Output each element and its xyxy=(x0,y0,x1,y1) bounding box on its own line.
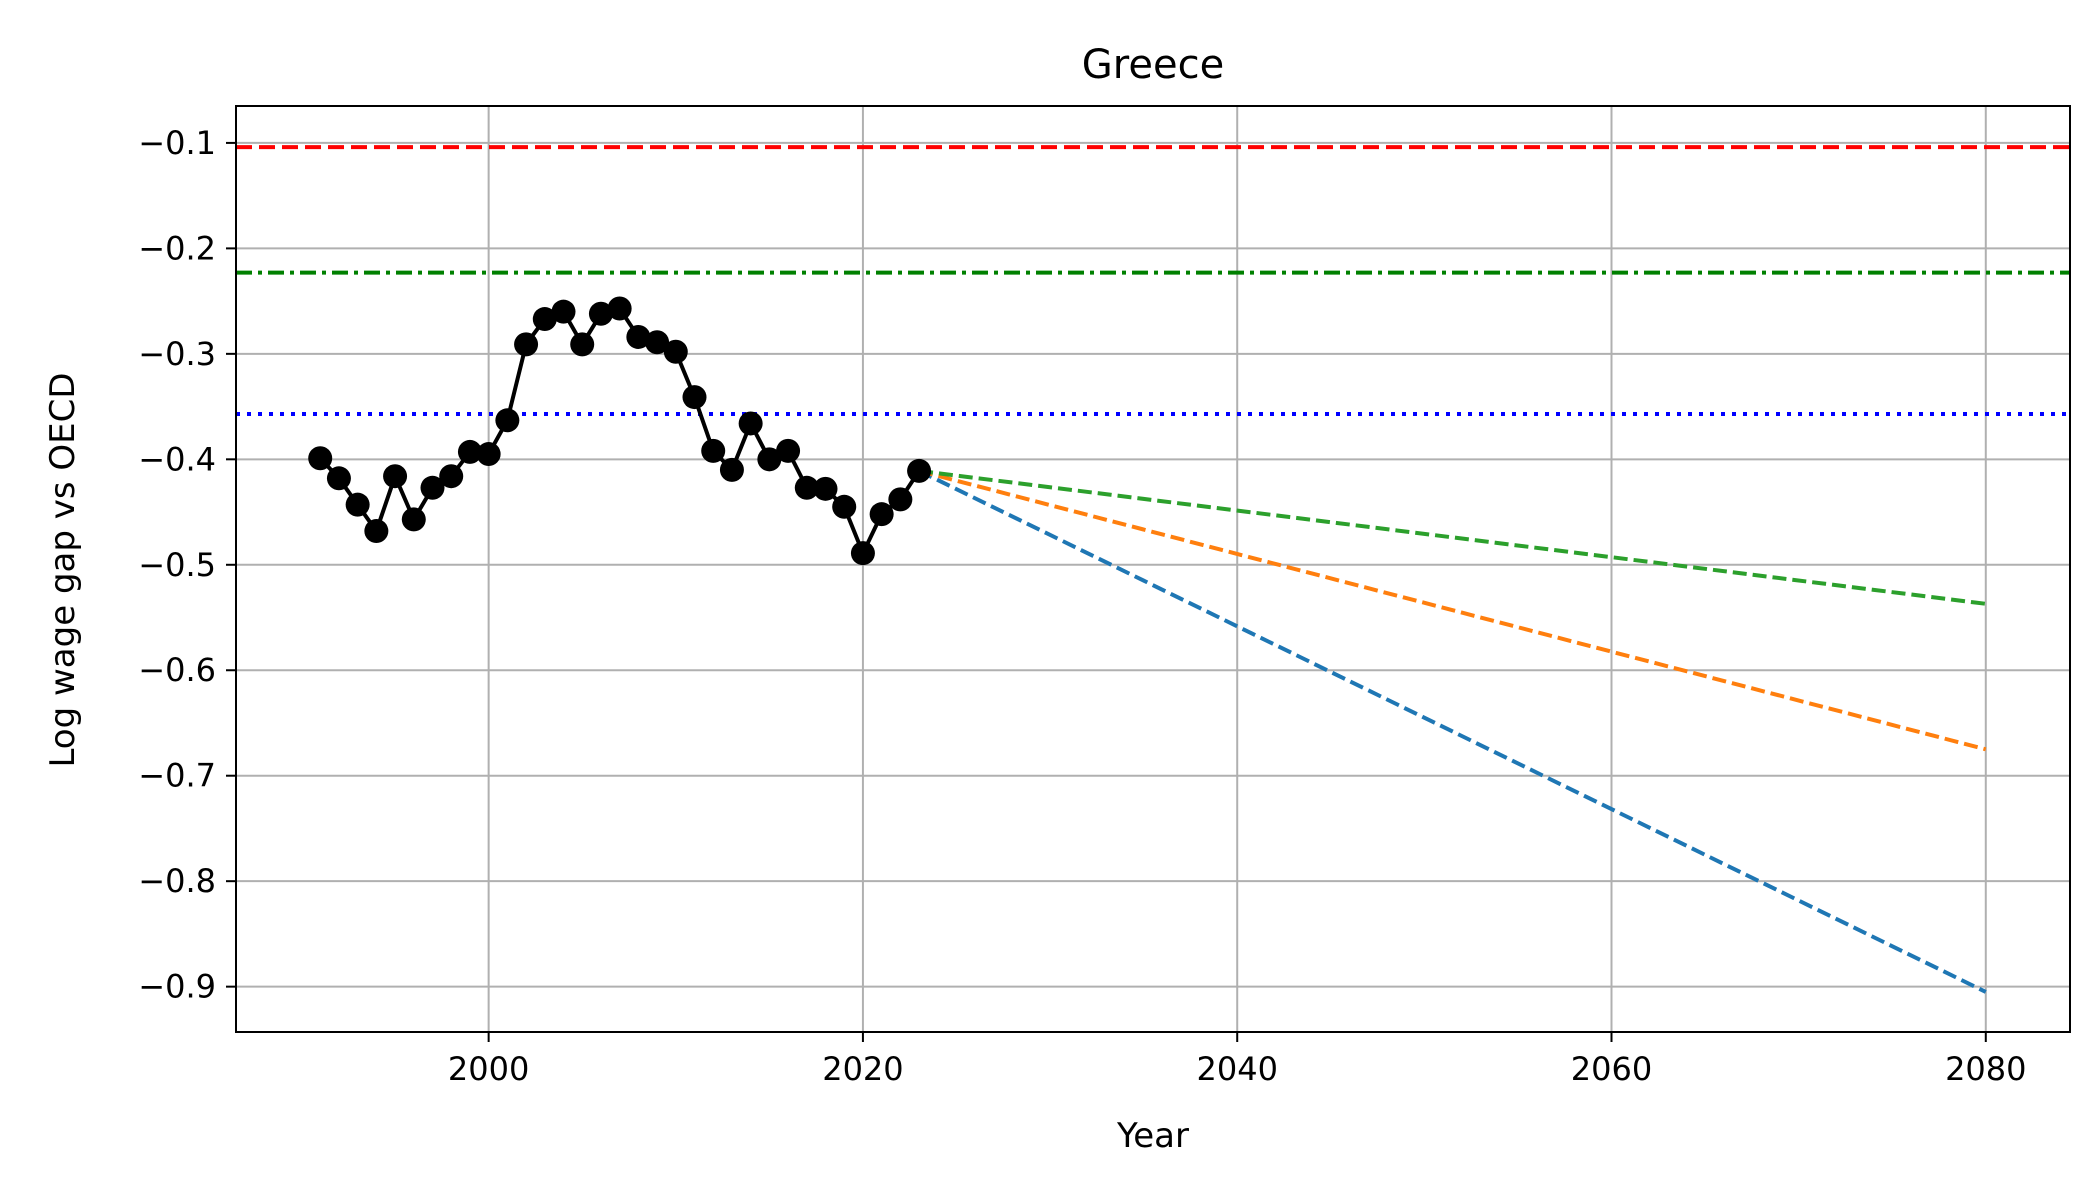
projection-line xyxy=(918,468,1987,752)
data-point xyxy=(645,330,670,355)
data-point xyxy=(719,457,744,482)
data-point xyxy=(850,541,875,566)
grid xyxy=(236,106,2070,1032)
y-tick-label: −0.8 xyxy=(138,862,216,900)
x-tick-label: 2060 xyxy=(1571,1050,1652,1088)
projection-line xyxy=(918,469,1987,994)
data-point xyxy=(663,339,688,364)
data-point xyxy=(457,439,482,464)
data-point xyxy=(326,466,351,491)
data-point xyxy=(738,411,763,436)
projection-lines xyxy=(918,468,1987,994)
x-axis-ticks: 2000 2020 2040 2060 2080 xyxy=(448,1032,2027,1088)
data-point xyxy=(682,385,707,410)
data-point xyxy=(888,487,913,512)
data-point xyxy=(607,296,632,321)
data-point xyxy=(420,475,445,500)
data-point xyxy=(345,492,370,517)
data-point xyxy=(514,332,539,357)
x-tick-label: 2000 xyxy=(448,1050,529,1088)
data-point xyxy=(570,332,595,357)
y-tick-label: −0.3 xyxy=(138,335,216,373)
data-point xyxy=(832,494,857,519)
data-point xyxy=(813,476,838,501)
y-axis-label: Log wage gap vs OECD xyxy=(43,372,83,767)
data-point xyxy=(495,408,520,433)
y-tick-label: −0.6 xyxy=(138,651,216,689)
y-tick-label: −0.1 xyxy=(138,124,216,162)
data-point xyxy=(794,475,819,500)
data-point xyxy=(364,519,389,544)
y-axis-ticks: −0.1 −0.2 −0.3 −0.4 −0.5 −0.6 −0.7 −0.8 −0.9 xyxy=(138,124,236,1006)
data-point xyxy=(383,464,408,489)
data-point xyxy=(869,502,894,527)
x-tick-label: 2020 xyxy=(822,1050,903,1088)
x-tick-label: 2040 xyxy=(1196,1050,1277,1088)
data-point xyxy=(701,438,726,463)
data-point xyxy=(776,438,801,463)
data-point xyxy=(757,447,782,472)
data-point xyxy=(551,299,576,324)
reference-lines xyxy=(236,145,2070,416)
data-point xyxy=(532,307,557,332)
data-point xyxy=(476,442,501,467)
data-point xyxy=(588,301,613,326)
data-point xyxy=(626,324,651,349)
data-point xyxy=(401,507,426,532)
y-tick-label: −0.5 xyxy=(138,546,216,584)
y-tick-label: −0.2 xyxy=(138,229,216,267)
x-tick-label: 2080 xyxy=(1945,1050,2026,1088)
data-point xyxy=(907,458,932,483)
plot-frame xyxy=(235,105,2071,1033)
y-tick-label: −0.4 xyxy=(138,440,216,478)
chart-title: Greece xyxy=(1082,42,1224,88)
y-tick-label: −0.7 xyxy=(138,757,216,795)
historical-series xyxy=(308,296,932,566)
y-tick-label: −0.9 xyxy=(138,968,216,1006)
data-point xyxy=(439,464,464,489)
data-point xyxy=(308,446,333,471)
x-axis-label: Year xyxy=(1116,1116,1189,1156)
